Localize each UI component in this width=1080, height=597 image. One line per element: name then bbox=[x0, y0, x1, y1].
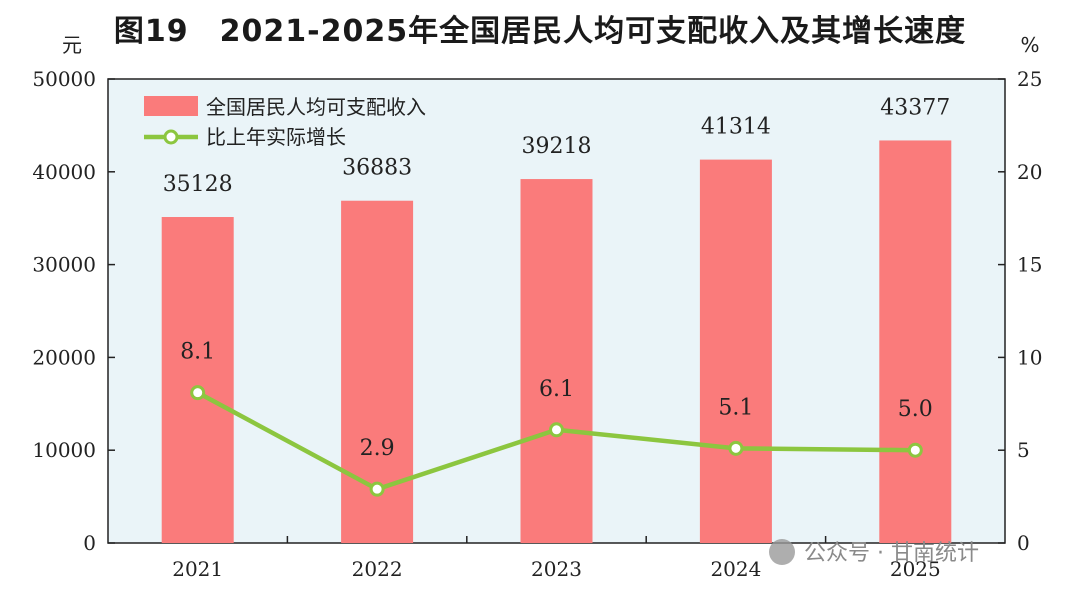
bar-value-label: 35128 bbox=[163, 172, 233, 197]
growth-value-label: 5.1 bbox=[718, 395, 753, 420]
legend-line-label: 比上年实际增长 bbox=[206, 125, 346, 149]
growth-value-label: 5.0 bbox=[898, 397, 933, 422]
watermark: 公众号 · 甘南统计 bbox=[769, 539, 979, 566]
bar-value-label: 39218 bbox=[522, 134, 592, 159]
bar-value-label: 43377 bbox=[880, 95, 950, 120]
left-axis-tick-label: 30000 bbox=[32, 253, 96, 277]
bar-2024 bbox=[699, 159, 772, 543]
left-axis-unit: 元 bbox=[62, 33, 82, 57]
legend-line-marker bbox=[163, 129, 179, 145]
right-axis-tick-label: 5 bbox=[1017, 438, 1030, 462]
legend-bar-label: 全国居民人均可支配收入 bbox=[206, 95, 426, 119]
x-axis-label: 2023 bbox=[531, 557, 582, 581]
left-axis-tick-label: 10000 bbox=[32, 438, 96, 462]
left-axis-tick-label: 0 bbox=[83, 531, 96, 555]
wechat-icon bbox=[769, 539, 795, 565]
growth-point bbox=[369, 481, 385, 497]
x-axis-label: 2024 bbox=[710, 557, 761, 581]
watermark-text: 公众号 · 甘南统计 bbox=[804, 541, 979, 566]
growth-value-label: 6.1 bbox=[539, 377, 574, 402]
x-axis-label: 2025 bbox=[890, 557, 941, 581]
left-axis-tick-label: 50000 bbox=[32, 67, 96, 91]
right-axis-tick-label: 10 bbox=[1017, 345, 1042, 369]
bar-value-label: 41314 bbox=[701, 115, 771, 140]
left-axis-tick-label: 40000 bbox=[32, 160, 96, 184]
right-axis-tick-label: 0 bbox=[1017, 531, 1030, 555]
bar-2023 bbox=[520, 179, 593, 544]
growth-point bbox=[549, 422, 564, 438]
x-axis-label: 2021 bbox=[172, 557, 223, 581]
growth-value-label: 8.1 bbox=[180, 340, 215, 365]
growth-value-label: 2.9 bbox=[360, 436, 395, 461]
growth-point bbox=[728, 440, 744, 456]
right-axis-tick-label: 15 bbox=[1017, 253, 1042, 277]
right-axis-tick-label: 25 bbox=[1017, 67, 1042, 91]
right-axis-tick-label: 20 bbox=[1017, 160, 1042, 184]
left-axis-tick-label: 20000 bbox=[32, 345, 96, 369]
bar-value-label: 36883 bbox=[342, 156, 412, 181]
right-axis-unit: % bbox=[1020, 33, 1039, 57]
growth-point bbox=[907, 442, 923, 458]
bar-2025 bbox=[879, 140, 952, 544]
legend-bar-swatch bbox=[144, 96, 198, 116]
growth-point bbox=[190, 385, 206, 401]
x-axis-label: 2022 bbox=[352, 557, 403, 581]
chart-title: 图19 2021-2025年全国居民人均可支配收入及其增长速度 bbox=[113, 14, 967, 49]
bar-2021 bbox=[161, 217, 234, 544]
